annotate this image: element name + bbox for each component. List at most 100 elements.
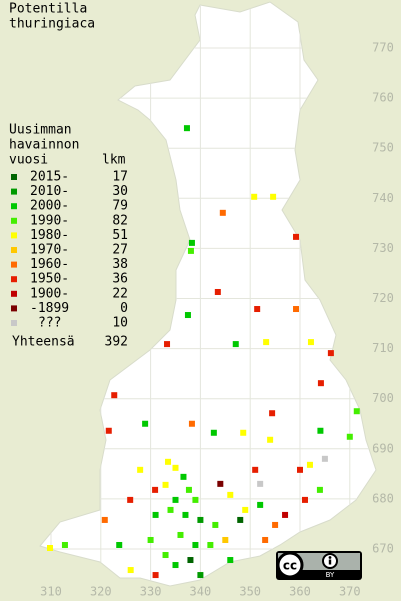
- observation-square: [116, 541, 123, 548]
- observation-square: [293, 306, 300, 313]
- observation-square: [187, 247, 194, 254]
- legend-swatch: [11, 305, 17, 312]
- legend-count: 82: [112, 213, 128, 228]
- observation-square: [346, 433, 353, 440]
- legend-heading: havainnon: [9, 138, 79, 153]
- legend-swatch: [11, 217, 17, 224]
- legend-swatch: [11, 188, 17, 195]
- observation-square: [184, 312, 191, 319]
- observation-square: [316, 486, 323, 493]
- legend-label: 1970-: [30, 243, 69, 258]
- observation-square: [177, 531, 184, 538]
- legend-swatch: [11, 174, 17, 180]
- y-tick-label: 770: [372, 41, 394, 55]
- legend-heading: vuosi: [9, 153, 48, 168]
- observation-square: [257, 480, 264, 487]
- observation-square: [297, 466, 303, 473]
- observation-square: [217, 480, 224, 487]
- y-tick-label: 760: [372, 91, 394, 105]
- observation-square: [188, 420, 195, 427]
- observation-square: [47, 544, 54, 551]
- observation-square: [254, 306, 261, 313]
- observation-square: [162, 552, 169, 559]
- observation-square: [192, 496, 199, 503]
- observation-square: [321, 455, 328, 462]
- observation-square: [197, 516, 204, 523]
- total-label: Yhteensä: [12, 335, 75, 350]
- legend-label: 1990-: [30, 213, 69, 228]
- title: Potentilla: [9, 2, 87, 17]
- legend-label: 2015-: [30, 170, 69, 185]
- observation-square: [242, 506, 249, 513]
- legend-label: 1980-: [30, 228, 69, 243]
- observation-square: [137, 466, 144, 473]
- observation-square: [162, 481, 169, 488]
- observation-square: [353, 408, 360, 415]
- observation-square: [188, 239, 195, 246]
- x-tick-label: 350: [239, 585, 261, 599]
- observation-square: [127, 496, 134, 503]
- y-tick-label: 730: [372, 241, 394, 255]
- legend-count: 79: [112, 199, 128, 214]
- observation-square: [306, 461, 313, 468]
- badge-text: BY: [326, 571, 335, 579]
- observation-square: [327, 350, 334, 357]
- observation-square: [227, 557, 234, 564]
- x-tick-label: 320: [90, 585, 112, 599]
- observation-square: [222, 536, 229, 543]
- observation-square: [210, 429, 217, 436]
- svg-text:cc: cc: [283, 559, 297, 573]
- observation-square: [317, 427, 324, 434]
- observation-square: [272, 521, 279, 528]
- legend-label: 2000-: [30, 199, 69, 214]
- legend-count: 17: [112, 170, 128, 185]
- y-tick-label: 670: [372, 542, 394, 556]
- observations: [47, 125, 360, 579]
- legend-swatch: [11, 203, 17, 210]
- legend-label: 1900-: [30, 286, 69, 301]
- observation-square: [61, 541, 68, 548]
- observation-square: [251, 193, 258, 200]
- observation-square: [164, 341, 171, 348]
- observation-square: [237, 516, 244, 523]
- observation-square: [183, 125, 190, 132]
- legend-count: 0: [120, 301, 128, 316]
- observation-square: [147, 536, 154, 543]
- observation-square: [142, 420, 149, 427]
- observation-square: [165, 458, 172, 465]
- observation-square: [270, 193, 277, 200]
- legend-count: 51: [112, 228, 128, 243]
- observation-square: [167, 506, 174, 513]
- legend-count: 38: [112, 257, 128, 272]
- observation-square: [257, 501, 264, 508]
- observation-square: [101, 516, 108, 523]
- title: thuringiaca: [9, 17, 95, 32]
- observation-square: [317, 380, 324, 387]
- legend-count: 36: [112, 272, 128, 287]
- legend-label: -1899: [30, 301, 69, 316]
- observation-square: [197, 572, 204, 579]
- legend-swatch: [11, 290, 17, 297]
- observation-square: [207, 541, 214, 548]
- x-tick-label: 360: [289, 585, 311, 599]
- observation-square: [192, 541, 199, 548]
- total-count: 392: [105, 335, 128, 350]
- observation-square: [282, 511, 289, 518]
- legend-count: 10: [112, 316, 128, 331]
- observation-square: [240, 429, 247, 436]
- y-tick-label: 720: [372, 291, 394, 305]
- legend-heading: Uusimman: [9, 123, 72, 138]
- legend-swatch: [11, 276, 17, 283]
- observation-square: [227, 491, 234, 498]
- y-tick-label: 680: [372, 491, 394, 505]
- legend-swatch: [11, 261, 17, 268]
- x-tick-label: 340: [190, 585, 212, 599]
- observation-square: [111, 392, 118, 399]
- observation-square: [127, 567, 134, 574]
- observation-square: [172, 496, 179, 503]
- observation-square: [182, 511, 189, 518]
- legend-count: 30: [112, 184, 128, 199]
- y-tick-label: 740: [372, 191, 394, 205]
